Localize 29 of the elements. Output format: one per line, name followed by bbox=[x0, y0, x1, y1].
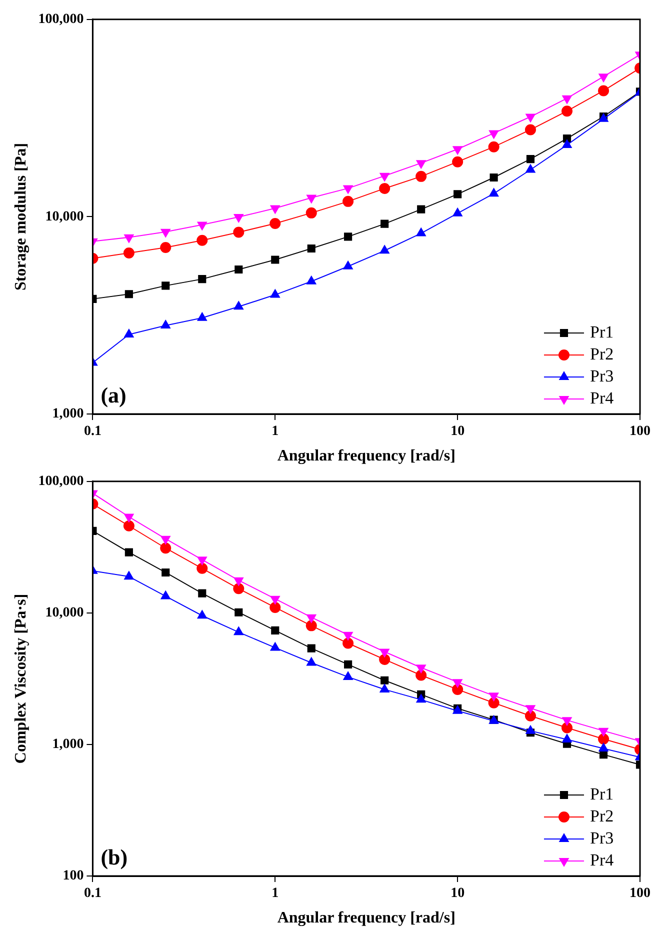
x-tick-label: 100 bbox=[630, 886, 650, 902]
y-tick-label: 10,000 bbox=[45, 606, 84, 621]
x-axis-title: Angular frequency [rad/s] bbox=[277, 910, 456, 927]
legend-label: Pr4 bbox=[590, 850, 614, 870]
x-axis-title: Angular frequency [rad/s] bbox=[277, 448, 456, 465]
legend-label: Pr4 bbox=[590, 388, 614, 408]
legend-label: Pr3 bbox=[590, 366, 614, 386]
y-tick-label: 10,000 bbox=[45, 209, 84, 224]
annotation: (b) bbox=[100, 844, 128, 870]
x-tick-label: 100 bbox=[630, 424, 650, 440]
x-tick-label: 0.1 bbox=[84, 886, 102, 902]
x-tick-label: 10 bbox=[450, 886, 465, 902]
x-tick-label: 1 bbox=[272, 424, 279, 440]
y-tick-label: 100 bbox=[62, 868, 84, 884]
y-tick-label: 100,000 bbox=[38, 474, 84, 490]
y-axis-title: Complex Viscosity [Pa·s] bbox=[12, 594, 30, 764]
legend-label: Pr1 bbox=[590, 784, 614, 804]
x-tick-label: 0.1 bbox=[84, 424, 102, 440]
x-tick-label: 1 bbox=[272, 886, 279, 902]
y-tick-label: 100,000 bbox=[38, 12, 84, 28]
legend-label: Pr1 bbox=[590, 322, 614, 342]
legend-label: Pr2 bbox=[590, 344, 614, 364]
y-axis-title: Storage modulus [Pa] bbox=[12, 142, 30, 290]
annotation: (a) bbox=[100, 382, 126, 408]
y-tick-label: 1,000 bbox=[52, 406, 84, 422]
x-tick-label: 10 bbox=[450, 424, 465, 440]
y-tick-label: 1,000 bbox=[52, 737, 84, 752]
legend-label: Pr3 bbox=[590, 828, 614, 848]
legend-label: Pr2 bbox=[590, 806, 614, 826]
